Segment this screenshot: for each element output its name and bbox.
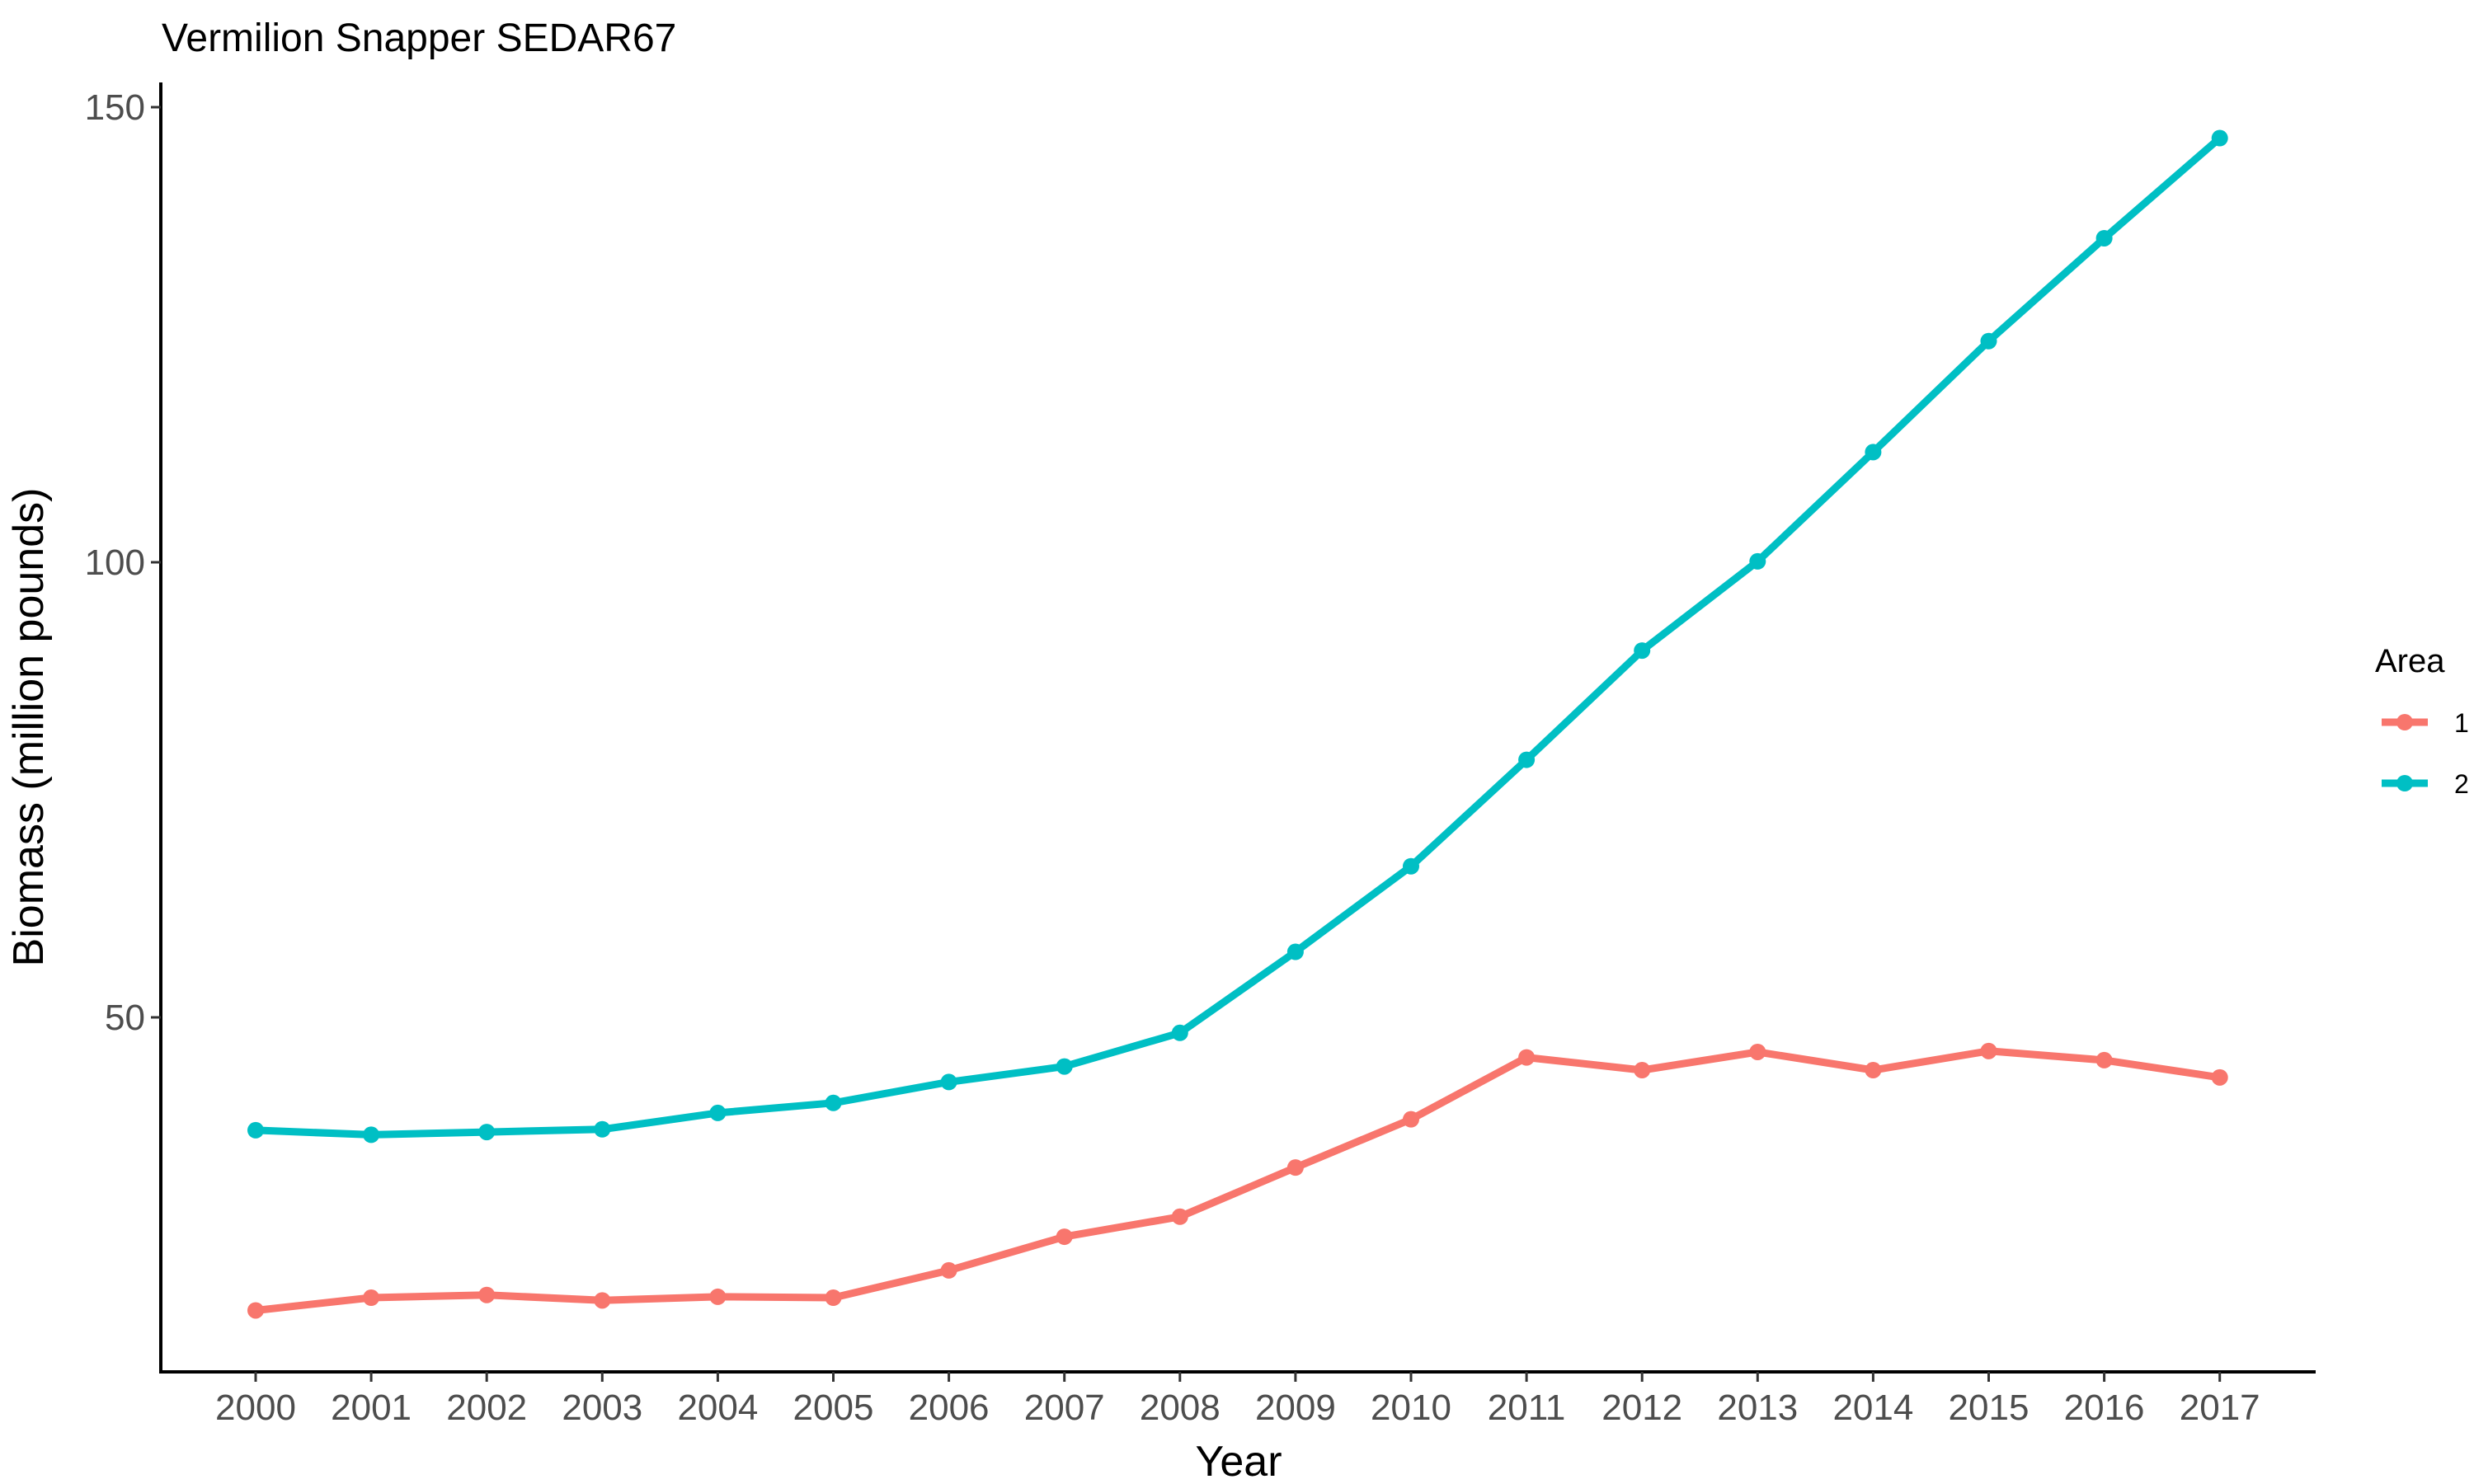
legend-item: 2 [2382, 769, 2469, 799]
legend-label: 1 [2454, 708, 2469, 738]
data-point [940, 1073, 957, 1091]
data-point [1865, 444, 1882, 461]
data-point [2095, 229, 2113, 247]
x-tick-label: 2014 [1832, 1388, 1913, 1428]
x-tick-label: 2010 [1371, 1388, 1451, 1428]
data-point [247, 1302, 264, 1319]
data-point [363, 1289, 380, 1307]
series-line [252, 1047, 2224, 1314]
x-tick-label: 2001 [331, 1388, 412, 1428]
series-line [252, 134, 2224, 1139]
legend-items: 12 [2382, 708, 2469, 799]
x-tick-label: 2004 [677, 1388, 758, 1428]
x-tick-label: 2002 [446, 1388, 527, 1428]
x-tick-label: 2006 [909, 1388, 990, 1428]
x-tick-label: 2000 [215, 1388, 296, 1428]
x-tick-label: 2003 [562, 1388, 642, 1428]
series-1 [247, 1042, 2228, 1319]
y-tick-label: 150 [85, 87, 145, 128]
legend-marker [2396, 775, 2413, 791]
data-point [1171, 1208, 1188, 1225]
x-tick-label: 2015 [1949, 1388, 2030, 1428]
x-tick-label: 2005 [793, 1388, 874, 1428]
data-point [2211, 1068, 2228, 1086]
legend-title: Area [2375, 643, 2445, 679]
data-point [1171, 1024, 1188, 1041]
data-point [2211, 129, 2228, 147]
data-point [1286, 1159, 1304, 1176]
data-point [825, 1289, 842, 1307]
legend-item: 1 [2382, 708, 2469, 738]
data-point [1286, 943, 1304, 960]
data-point [594, 1292, 611, 1309]
data-point [1518, 751, 1536, 768]
legend-marker [2396, 714, 2413, 730]
data-point [363, 1126, 380, 1144]
data-point [1634, 642, 1651, 660]
data-point [825, 1094, 842, 1111]
legend-label: 2 [2454, 769, 2469, 799]
x-ticks: 2000 2001 2002 2003 2004 2005 2006 2007 2008 2009… [215, 1372, 2260, 1428]
data-point [940, 1261, 957, 1279]
data-point [1056, 1228, 1073, 1246]
y-axis-label: Biomass (million pounds) [5, 488, 53, 967]
chart-title: Vermilion Snapper SEDAR67 [162, 16, 676, 60]
x-tick-label: 2011 [1488, 1388, 1566, 1428]
y-tick-label: 100 [85, 542, 145, 583]
data-point [1403, 1111, 1419, 1128]
y-tick-label: 50 [105, 998, 145, 1038]
data-point [709, 1288, 727, 1305]
data-point [1980, 332, 1997, 350]
data-point [1749, 552, 1766, 570]
series-2 [247, 129, 2228, 1144]
data-point [709, 1104, 727, 1121]
data-point [1634, 1062, 1651, 1079]
legend: Area 12 [2375, 643, 2469, 799]
x-tick-label: 2009 [1255, 1388, 1336, 1428]
data-point [478, 1124, 496, 1141]
data-point [1980, 1042, 1997, 1059]
x-tick-label: 2016 [2064, 1388, 2145, 1428]
x-tick-label: 2017 [2180, 1388, 2260, 1428]
data-point [1403, 857, 1419, 875]
data-point [1056, 1058, 1073, 1075]
x-tick-label: 2012 [1602, 1388, 1682, 1428]
data-point [1518, 1049, 1536, 1066]
data-point [1865, 1062, 1882, 1079]
data-point [594, 1120, 611, 1138]
x-tick-label: 2007 [1024, 1388, 1105, 1428]
data-point [1749, 1043, 1766, 1060]
data-point [2095, 1051, 2113, 1068]
x-axis-label: Year [1195, 1438, 1282, 1484]
data-point [478, 1286, 496, 1303]
y-ticks: 50 100 150 [85, 87, 161, 1038]
x-tick-label: 2013 [1717, 1388, 1798, 1428]
data-point [247, 1121, 264, 1139]
x-tick-label: 2008 [1140, 1388, 1221, 1428]
series-layer [247, 129, 2228, 1319]
